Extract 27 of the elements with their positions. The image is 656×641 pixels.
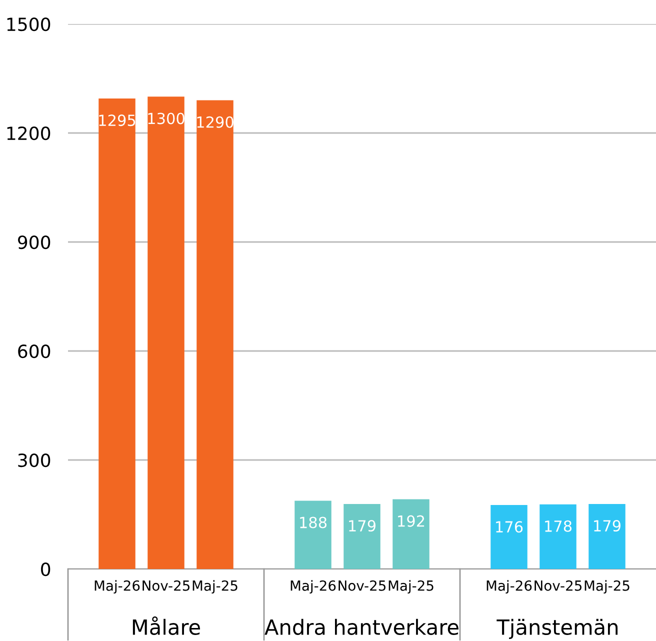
data-label: 178 bbox=[545, 520, 572, 532]
text: Målare bbox=[132, 616, 200, 635]
y-tick-label: 600 bbox=[18, 344, 50, 358]
data-label: 179 bbox=[349, 520, 376, 532]
data-label: 179 bbox=[594, 520, 621, 532]
x-tick-label: Nov-25 bbox=[142, 580, 190, 591]
y-tick-label: 1500 bbox=[7, 17, 50, 32]
data-label: 1300 bbox=[148, 112, 184, 124]
data-label: 176 bbox=[496, 521, 523, 533]
y-tick-label: 1200 bbox=[7, 126, 50, 140]
x-tick-label: Maj-25 bbox=[584, 580, 630, 594]
text: Andra hantverkare bbox=[264, 618, 458, 635]
y-tick-label: 300 bbox=[18, 453, 50, 468]
x-tick-label: Nov-25 bbox=[534, 580, 582, 591]
data-label: 192 bbox=[398, 515, 424, 527]
x-tick-label: Maj-26 bbox=[486, 580, 532, 594]
data-label: 1295 bbox=[99, 114, 136, 126]
x-tick-label: Maj-26 bbox=[290, 580, 336, 594]
x-tick-label: Nov-25 bbox=[338, 580, 386, 591]
text: Tjänstemän bbox=[496, 618, 618, 640]
y-tick-label: 900 bbox=[18, 235, 50, 250]
data-label: 188 bbox=[300, 516, 327, 528]
x-tick-label: Maj-25 bbox=[388, 580, 434, 594]
y-tick-label: 0 bbox=[41, 562, 50, 576]
data-label: 1290 bbox=[197, 116, 234, 128]
x-tick-label: Maj-26 bbox=[94, 580, 140, 594]
x-tick-label: Maj-25 bbox=[192, 580, 238, 594]
